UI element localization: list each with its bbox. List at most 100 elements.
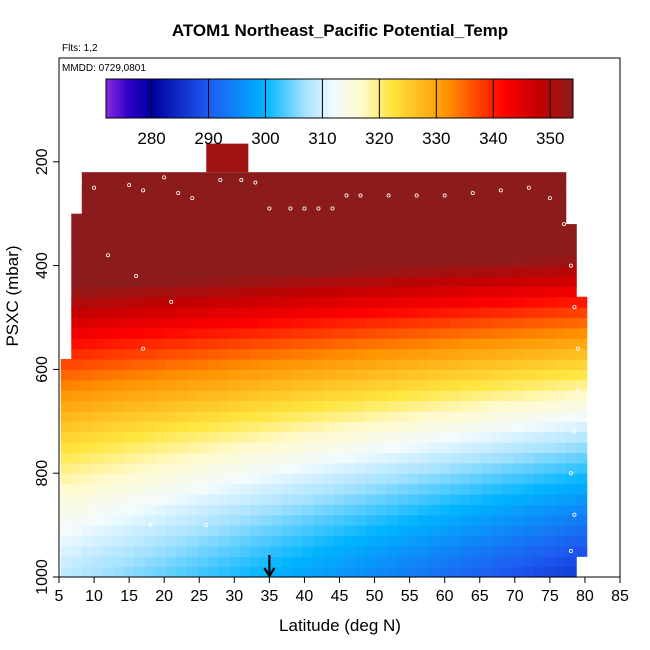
heatmap-cell [176,483,188,495]
heatmap-cell [260,244,272,256]
heatmap-cell [323,514,335,526]
heatmap-cell [513,317,525,329]
heatmap-cell [197,431,209,443]
heatmap-cell [313,421,325,433]
colorbar-segment [178,79,183,118]
heatmap-cell [81,462,93,474]
heatmap-cell [81,244,93,256]
heatmap-cell [555,317,567,329]
heatmap-cell [355,514,367,526]
heatmap-cell [176,390,188,402]
colorbar-segment [176,79,180,118]
heatmap-cell [81,265,93,277]
heatmap-cell [376,452,388,464]
heatmap-cell [428,400,441,412]
heatmap-cell [229,275,241,287]
colorbar-segment [295,79,300,118]
heatmap-cell [81,286,93,298]
heatmap-cell [60,493,72,505]
heatmap-cell [481,359,493,370]
heatmap-cell [428,504,441,516]
heatmap-cell [502,359,514,370]
heatmap-cell [334,369,346,381]
heatmap-cell [386,307,398,319]
heatmap-cell [449,431,462,443]
heatmap-cell [460,348,472,360]
heatmap-cell [470,265,483,277]
heatmap-cell [544,338,556,350]
heatmap-cell [123,286,135,298]
heatmap-cell [397,545,409,557]
heatmap-cell [292,493,304,505]
heatmap-cell [81,431,93,443]
heatmap-cell [565,359,577,370]
heatmap-cell [460,473,472,485]
heatmap-cell [281,566,293,578]
heatmap-cell [218,224,230,236]
colorbar-segment [558,79,562,118]
heatmap-cell [186,317,199,329]
colorbar-segment [275,79,279,118]
heatmap-cell [302,286,314,298]
heatmap-cell [428,348,441,360]
heatmap-cell [271,493,283,505]
heatmap-cell [355,234,367,246]
heatmap-cell [565,348,577,360]
heatmap-cell [365,431,377,443]
heatmap-cell [176,410,188,422]
colorbar-segment [181,79,186,118]
heatmap-cell [229,265,241,277]
heatmap-cell [439,390,451,402]
heatmap-cell [229,525,241,537]
heatmap-cell [555,566,567,578]
heatmap-cell [344,535,356,547]
heatmap-cell [386,493,398,505]
heatmap-cell [386,545,398,557]
heatmap-cell [313,442,325,454]
heatmap-cell [344,296,356,308]
heatmap-cell [534,545,546,557]
heatmap-cell [92,514,104,526]
colorbar-segment [336,79,340,118]
heatmap-cell [449,452,462,464]
heatmap-cell [376,359,388,370]
colorbar-segment [444,79,448,118]
heatmap-cell [123,514,135,526]
heatmap-cell [481,192,493,204]
heatmap-cell [144,348,157,360]
heatmap-cell [92,234,104,246]
heatmap-cell [565,244,577,256]
heatmap-cell [344,359,356,370]
colorbar-segment [173,79,177,118]
heatmap-cell [565,525,577,537]
heatmap-cell [492,265,504,277]
heatmap-cell [271,431,283,443]
heatmap-cell [576,462,588,474]
heatmap-cell [218,421,230,433]
heatmap-cell [208,317,220,329]
heatmap-cell [165,379,178,391]
heatmap-cell [292,410,304,422]
heatmap-cell [60,504,72,516]
heatmap-cell [302,255,314,267]
x-axis-ticks: 5 10 15 20 25 30 35 40 45 50 55 60 65 70 75 80 85 [55,577,629,605]
heatmap-cell [165,327,178,339]
heatmap-cell [239,525,251,537]
heatmap-cell [197,234,209,246]
heatmap-cell [102,483,114,495]
heatmap-cell [144,483,157,495]
obs-point [134,273,139,278]
heatmap-cell [144,359,157,370]
heatmap-cell [102,535,114,547]
heatmap-cell [449,545,462,557]
heatmap-cell [313,514,325,526]
heatmap-cell [544,462,556,474]
heatmap-cell [176,504,188,516]
heatmap-cell [281,545,293,557]
heatmap-cell [523,410,535,422]
heatmap-cell [565,327,577,339]
heatmap-cell [502,566,514,578]
heatmap-cell [470,296,483,308]
heatmap-cell [239,307,251,319]
heatmap-cell [113,172,125,184]
